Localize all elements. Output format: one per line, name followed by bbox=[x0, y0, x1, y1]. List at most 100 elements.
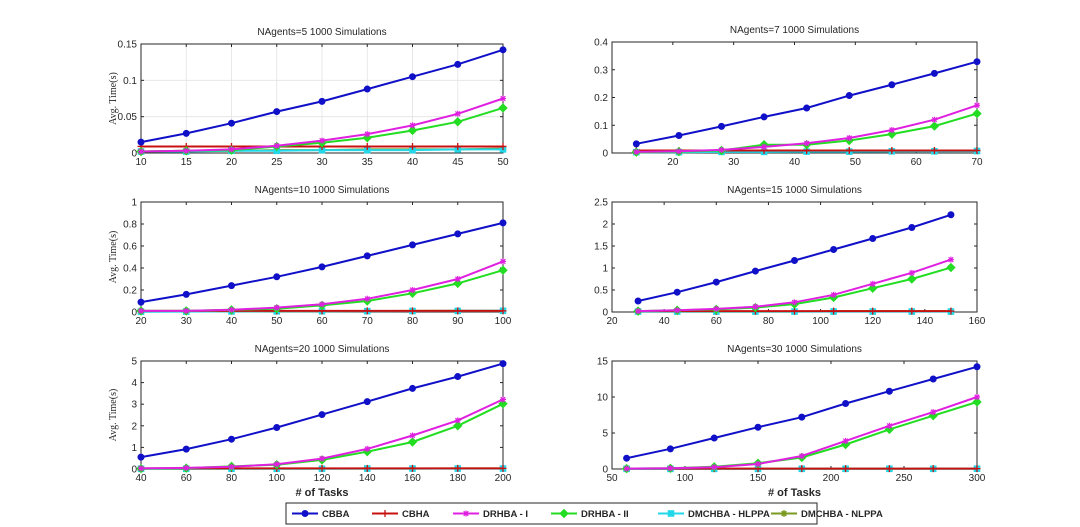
data-point bbox=[712, 278, 720, 286]
data-point bbox=[409, 122, 416, 129]
chart-title: NAgents=30 1000 Simulations bbox=[727, 344, 862, 355]
y-tick-label: 0.2 bbox=[123, 286, 137, 297]
x-tick-label: 50 bbox=[497, 157, 509, 168]
y-tick-label: 0.6 bbox=[123, 242, 137, 253]
data-point bbox=[755, 460, 761, 467]
x-tick-label: 100 bbox=[812, 316, 829, 327]
data-point bbox=[635, 308, 642, 315]
data-point bbox=[319, 301, 325, 308]
data-point bbox=[319, 137, 325, 144]
data-point bbox=[137, 453, 145, 461]
y-tick-label: 1 bbox=[131, 443, 137, 454]
data-point bbox=[623, 454, 631, 462]
series-line bbox=[636, 60, 978, 145]
data-point bbox=[454, 230, 462, 238]
data-point bbox=[318, 464, 326, 472]
data-point bbox=[713, 305, 720, 312]
data-point bbox=[364, 131, 371, 138]
series-drhba-i bbox=[138, 95, 506, 155]
y-tick-label: 2.5 bbox=[594, 198, 608, 209]
data-point bbox=[499, 307, 507, 315]
data-point bbox=[364, 295, 371, 302]
series-cbba bbox=[634, 211, 955, 305]
data-point bbox=[228, 146, 235, 153]
data-point bbox=[138, 148, 144, 155]
x-tick-label: 160 bbox=[969, 316, 986, 327]
data-point bbox=[498, 265, 508, 275]
data-point bbox=[929, 121, 940, 131]
y-tick-label: 0.05 bbox=[118, 112, 138, 123]
x-tick-label: 30 bbox=[728, 157, 740, 168]
x-tick-label: 30 bbox=[181, 316, 193, 327]
legend-item-drhba-i: DRHBA - I bbox=[453, 509, 528, 520]
data-point bbox=[137, 298, 145, 306]
data-point bbox=[885, 387, 893, 395]
data-point bbox=[453, 421, 463, 431]
data-point bbox=[718, 146, 725, 153]
legend-marker bbox=[780, 510, 788, 517]
x-tick-label: 60 bbox=[181, 473, 193, 484]
x-tick-label: 200 bbox=[823, 473, 840, 484]
x-tick-label: 70 bbox=[362, 316, 374, 327]
x-tick-label: 50 bbox=[850, 157, 862, 168]
legend-marker bbox=[301, 510, 309, 517]
series-line bbox=[140, 221, 504, 304]
data-point bbox=[273, 461, 280, 468]
x-tick-label: 25 bbox=[271, 157, 283, 168]
y-axis-label: Avg. Time(s) bbox=[108, 389, 119, 442]
y-tick-label: 0.1 bbox=[123, 76, 137, 87]
data-point bbox=[930, 409, 937, 416]
data-point bbox=[228, 435, 235, 443]
data-point bbox=[409, 241, 416, 249]
y-axis-label: Avg. Time(s) bbox=[108, 72, 119, 125]
legend-label: DRHBA - II bbox=[581, 509, 629, 520]
data-point bbox=[363, 398, 371, 406]
data-point bbox=[228, 282, 235, 290]
legend-label: CBBA bbox=[322, 509, 350, 520]
y-tick-label: 0 bbox=[602, 308, 608, 319]
chart-title: NAgents=20 1000 Simulations bbox=[255, 344, 390, 355]
y-tick-label: 1 bbox=[602, 264, 608, 275]
x-tick-label: 20 bbox=[606, 316, 618, 327]
data-point bbox=[718, 122, 725, 130]
legend-marker bbox=[559, 508, 569, 519]
x-tick-label: 50 bbox=[606, 473, 618, 484]
data-point bbox=[632, 140, 640, 148]
data-point bbox=[973, 58, 981, 66]
chart-panel-4: 20 40 60 80 100 120 140 160 0 0.5 1 1.5 2 2.5 NAgents=… bbox=[594, 185, 986, 327]
x-tick-label: 15 bbox=[181, 157, 193, 168]
y-tick-label: 0.8 bbox=[123, 220, 137, 231]
series-drhba-i bbox=[623, 394, 980, 472]
y-tick-label: 5 bbox=[131, 357, 137, 368]
data-point bbox=[318, 411, 326, 419]
data-point bbox=[273, 304, 280, 311]
legend-item-dmchba-hlppa: DMCHBA - HLPPA bbox=[658, 509, 770, 520]
x-tick-label: 180 bbox=[449, 473, 466, 484]
x-tick-label: 40 bbox=[407, 157, 419, 168]
x-axis-label: # of Tasks bbox=[296, 487, 349, 499]
chart-title: NAgents=10 1000 Simulations bbox=[255, 185, 390, 196]
x-tick-label: 80 bbox=[763, 316, 775, 327]
data-point bbox=[454, 417, 461, 424]
legend-marker bbox=[667, 510, 675, 517]
series-line bbox=[140, 362, 504, 459]
data-point bbox=[454, 373, 462, 381]
data-point bbox=[760, 113, 768, 121]
data-point bbox=[454, 110, 461, 117]
data-point bbox=[363, 307, 371, 315]
y-tick-label: 0.4 bbox=[123, 264, 137, 275]
data-point bbox=[845, 92, 853, 100]
data-point bbox=[798, 453, 805, 460]
data-point bbox=[500, 258, 506, 265]
data-point bbox=[842, 437, 849, 444]
data-point bbox=[754, 423, 762, 431]
data-point bbox=[908, 269, 915, 276]
series-drhba-ii bbox=[633, 262, 956, 316]
y-tick-label: 0.4 bbox=[594, 38, 608, 49]
data-point bbox=[885, 465, 893, 473]
chart-title: NAgents=5 1000 Simulations bbox=[257, 27, 386, 38]
y-tick-label: 0 bbox=[602, 149, 608, 160]
x-tick-label: 20 bbox=[667, 157, 679, 168]
data-point bbox=[845, 147, 853, 155]
